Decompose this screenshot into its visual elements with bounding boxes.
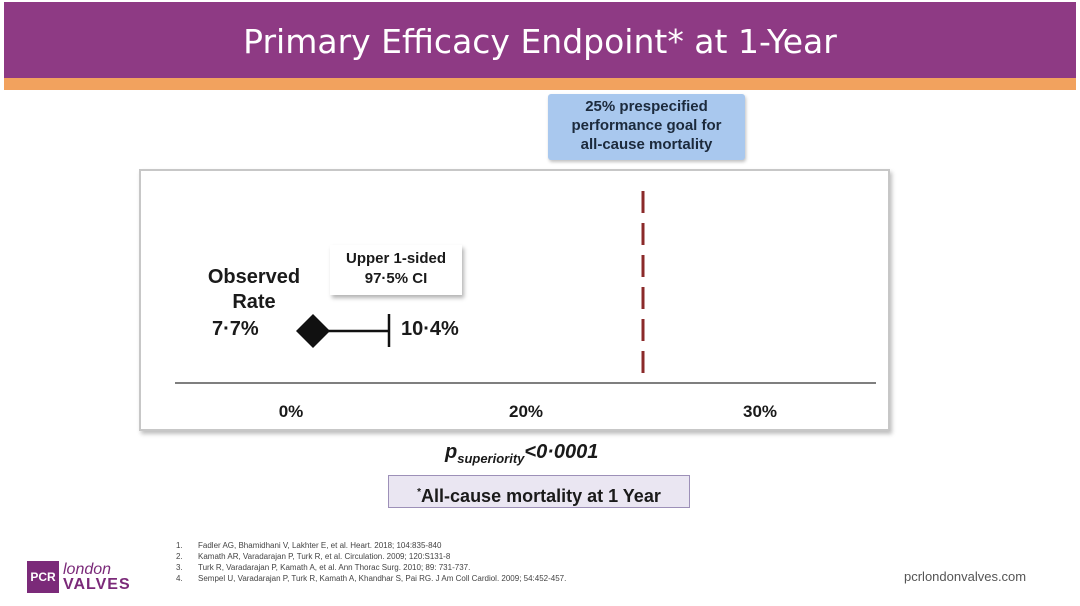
ci-label-line-1: Upper 1-sided <box>345 250 447 267</box>
logo-wordmark: london VALVES <box>63 561 131 593</box>
ci-label-box: Upper 1-sided 97·5% CI <box>330 245 462 295</box>
references-list: 1. Fadler AG, Bhamidhani V, Lakhter E, et… <box>176 540 566 584</box>
reference-number: 1. <box>176 541 183 550</box>
reference-text: Fadler AG, Bhamidhani V, Lakhter E, et a… <box>198 541 442 550</box>
reference-item: 1. Fadler AG, Bhamidhani V, Lakhter E, et… <box>176 540 566 551</box>
observed-rate-value: 7·7% <box>212 318 259 340</box>
reference-text: Turk R, Varadarajan P, Kamath A, et al. … <box>198 563 471 572</box>
observed-label-line-1: Observed <box>207 266 301 288</box>
ci-label-line-2: 97·5% CI <box>364 270 428 287</box>
reference-item: 4. Sempel U, Varadarajan P, Turk R, Kamat… <box>176 573 566 584</box>
p-value-symbol: p <box>445 441 458 463</box>
performance-goal-box: 25% prespecified performance goal for al… <box>548 94 745 160</box>
reference-number: 2. <box>176 552 183 561</box>
website-url: pcrlondonvalves.com <box>904 569 1027 584</box>
goal-box-line-3: all-cause mortality <box>580 136 713 153</box>
logo-line-1: london <box>63 561 112 578</box>
tick-label-20: 20% <box>508 402 544 421</box>
endpoint-footnote: *All-cause mortality at 1 Year <box>388 475 690 508</box>
p-value-result: <0·0001 <box>524 441 599 463</box>
reference-text: Kamath AR, Varadarajan P, Turk R, et al.… <box>198 552 451 561</box>
observed-rate-label: Observed Rate <box>188 265 320 315</box>
tick-label-0: 0% <box>278 402 304 421</box>
footnote-star: * <box>417 487 422 498</box>
upper-ci-value: 10·4% <box>401 318 459 340</box>
pcr-london-valves-logo: PCR london VALVES <box>27 561 131 593</box>
reference-number: 4. <box>176 574 183 583</box>
chart-panel <box>139 169 890 431</box>
tick-label-30: 30% <box>742 402 778 421</box>
logo-line-2: VALVES <box>63 576 131 593</box>
goal-box-line-1: 25% prespecified <box>585 98 708 115</box>
footnote-text: All-cause mortality at 1 Year <box>421 486 661 506</box>
p-value: psuperiority<0·0001 <box>445 441 598 466</box>
goal-box-line-2: performance goal for <box>571 117 722 134</box>
reference-number: 3. <box>176 563 183 572</box>
reference-text: Sempel U, Varadarajan P, Turk R, Kamath … <box>198 574 567 583</box>
reference-item: 3. Turk R, Varadarajan P, Kamath A, et al… <box>176 562 566 573</box>
p-value-subscript: superiority <box>457 451 525 466</box>
slide-title: Primary Efficacy Endpoint* at 1-Year <box>4 2 1076 78</box>
observed-label-line-2: Rate <box>232 291 276 313</box>
pcr-badge: PCR <box>27 561 59 593</box>
title-underline <box>4 78 1076 90</box>
reference-item: 2. Kamath AR, Varadarajan P, Turk R, et a… <box>176 551 566 562</box>
